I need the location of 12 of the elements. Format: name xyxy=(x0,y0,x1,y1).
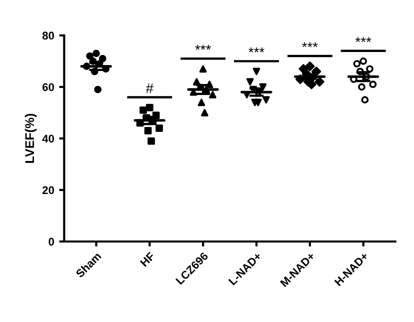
y-tick-label: 40 xyxy=(42,134,54,143)
annotation: *** xyxy=(195,44,211,50)
x-tick-label: HF xyxy=(140,252,156,267)
annotation: # xyxy=(146,84,154,94)
y-tick-label: 80 xyxy=(42,32,54,40)
annotation: *** xyxy=(248,47,264,52)
y-tick-label: 20 xyxy=(42,186,54,194)
annotation: *** xyxy=(302,42,318,48)
annotation: *** xyxy=(355,37,372,42)
y-tick-label: 0 xyxy=(48,238,54,246)
y-axis-title: LVEF(%) xyxy=(24,114,37,163)
y-tick-label: 60 xyxy=(42,83,54,92)
